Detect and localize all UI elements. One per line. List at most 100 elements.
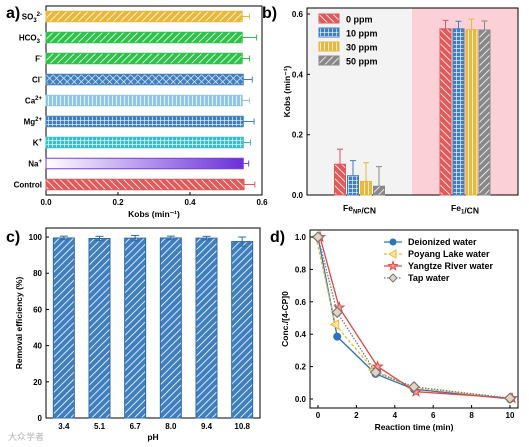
category-label: FeNP/CN (343, 203, 376, 216)
y-tick-label: 0.2 (292, 131, 304, 140)
y-tick-label: 0.6 (295, 298, 307, 307)
region-right (412, 8, 518, 195)
bar-hatch (89, 238, 110, 418)
bar-hatch (196, 238, 217, 418)
y-axis-label: Conc./[4-CP]0 (280, 291, 290, 347)
category-label: Mg2+ (24, 117, 43, 127)
bar-hatch (360, 181, 372, 195)
legend-marker (387, 259, 399, 271)
category-label: K+ (33, 138, 43, 148)
x-axis-label: pH (147, 432, 158, 442)
bar-hatch (453, 28, 464, 195)
watermark: 大众学者 (8, 431, 44, 442)
panel-b-label: b) (262, 5, 277, 22)
bar-hatch (46, 32, 243, 43)
plot-frame (309, 229, 519, 409)
x-tick-label: 5.1 (94, 422, 106, 431)
category-label: Cl- (32, 75, 42, 85)
y-tick-label: 0.8 (295, 265, 307, 274)
x-tick-label: 0.4 (184, 198, 196, 207)
legend-swatch-hatch (319, 56, 339, 65)
x-tick-label: 10.8 (234, 422, 250, 431)
bar-hatch (53, 237, 75, 418)
plot-frame (45, 227, 261, 419)
legend-marker (387, 249, 397, 259)
data-point (504, 392, 516, 405)
category-label: Fe1/CN (451, 203, 479, 216)
category-label: HCO3- (19, 33, 42, 45)
legend-label: 30 ppm (346, 43, 378, 53)
category-label: SO32- (22, 12, 42, 24)
data-point (333, 332, 342, 341)
bar-hatch (334, 164, 346, 195)
x-tick-label: 0.0 (40, 198, 52, 207)
y-tick-label: 0.4 (292, 70, 304, 79)
y-tick-label: 20 (33, 378, 42, 387)
y-tick-label: 60 (33, 305, 42, 314)
legend-label: Deionized water (408, 237, 477, 247)
legend-label: 0 ppm (346, 15, 373, 25)
bar-hatch (46, 11, 243, 22)
legend-marker (389, 238, 397, 246)
legend-swatch-hatch (319, 28, 339, 37)
bar-hatch (46, 74, 244, 85)
x-tick-label: 6 (431, 411, 436, 420)
legend-swatch-outline (318, 27, 340, 38)
bar-hatch (46, 137, 244, 148)
legend-label: Tap water (408, 273, 450, 283)
x-tick-label: 2 (354, 411, 359, 420)
legend-swatch-hatch (319, 42, 339, 51)
data-point (312, 231, 324, 243)
bar-hatch (46, 95, 243, 106)
panel-d-chart: 0 2 4 6 8 10 0.0 0.2 0.4 0.6 0.8 1.0 Reaction time (… (280, 229, 519, 432)
y-tick-label: 0.0 (292, 191, 304, 200)
y-axis-label: Kobs (min⁻¹) (282, 65, 292, 117)
bar-hatch (373, 186, 385, 195)
bar-hatch (124, 238, 146, 418)
x-tick-label: 0.6 (256, 198, 268, 207)
region-left (307, 8, 412, 195)
x-tick-label: 8.0 (165, 422, 177, 431)
x-tick-label: 9.4 (201, 422, 213, 431)
bar-hatch (46, 53, 243, 64)
bar-hatch (160, 237, 182, 418)
plot-frame (306, 7, 519, 196)
data-point (369, 366, 382, 379)
category-label: F- (35, 54, 42, 64)
panel-d-label: d) (270, 229, 285, 246)
data-point (329, 319, 340, 330)
x-tick-label: 6.7 (130, 422, 142, 431)
panel-a-label: a) (6, 5, 20, 22)
bar-hatch (440, 28, 451, 195)
legend-swatch-outline (318, 41, 340, 52)
legend-label: 10 ppm (346, 29, 378, 39)
bar-hatch (46, 179, 244, 190)
data-point (408, 381, 420, 393)
y-tick-label: 0.0 (295, 395, 307, 404)
x-tick-label: 10 (506, 411, 515, 420)
x-tick-label: 4 (393, 411, 398, 420)
x-axis-label: Kobs (min⁻¹) (128, 209, 180, 219)
panel-c-chart: 3.4 5.1 6.7 8.0 9.4 10.8 0 20 40 60 80 100 pH Removal… (14, 227, 261, 442)
y-tick-label: 100 (29, 233, 43, 242)
x-tick-label: 0.2 (112, 198, 124, 207)
y-tick-label: 40 (33, 342, 42, 351)
category-label: Control (14, 181, 42, 190)
category-label: Ca2+ (25, 96, 43, 106)
y-tick-label: 1.0 (295, 233, 307, 242)
x-tick-label: 8 (469, 411, 474, 420)
data-point (331, 306, 344, 319)
bar-hatch (46, 116, 244, 127)
y-tick-label: 0.4 (295, 330, 307, 339)
panel-c-label: c) (6, 229, 20, 246)
y-tick-label: 0.6 (292, 10, 304, 19)
bar-hatch (466, 29, 477, 196)
panel-b-chart: 0.0 0.2 0.4 0.6 FeNP/CN Fe1/CN Kobs (min⁻¹) 0 p… (282, 7, 519, 216)
category-label: Na+ (28, 159, 42, 169)
panel-a-chart: SO32- HCO3- F- Cl- Ca2+ Mg2+ K+ Na+ Control 0.0 0.… (14, 5, 268, 219)
y-tick-label: 0 (38, 414, 43, 423)
x-axis-label: Reaction time (min) (375, 422, 454, 432)
legend-label: Poyang Lake water (408, 249, 490, 259)
legend-swatch-hatch (319, 14, 339, 23)
